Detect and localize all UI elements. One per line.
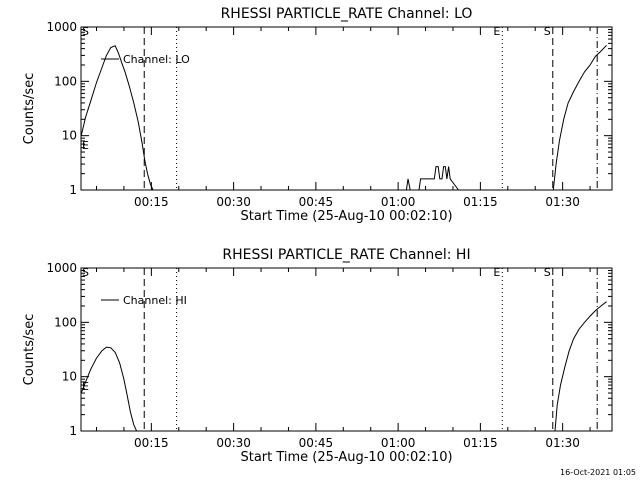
x-tick-label: 01:00: [381, 195, 416, 209]
series-line: [80, 346, 138, 432]
edge-label: S: [82, 266, 89, 279]
y-axis-label: Counts/sec: [22, 73, 37, 145]
vline-label: S: [544, 25, 551, 38]
y-tick-label: 100: [54, 74, 77, 88]
x-axis-label: Start Time (25-Aug-10 00:02:10): [240, 450, 452, 465]
y-tick-label: 100: [54, 315, 77, 329]
vline-label: S: [544, 266, 551, 279]
x-tick-label: 00:45: [299, 436, 334, 450]
x-tick-label: 01:15: [463, 436, 498, 450]
x-tick-label: 00:30: [216, 195, 251, 209]
edge-label: S: [82, 25, 89, 38]
x-axis-label: Start Time (25-Aug-10 00:02:10): [240, 209, 452, 224]
x-tick-label: 00:15: [134, 436, 169, 450]
series-line: [80, 45, 154, 191]
series-line: [405, 178, 411, 191]
x-tick-label: 00:15: [134, 195, 169, 209]
hi-channel-panel: RHESSI PARTICLE_RATE Channel: HI 1 10 100 10…: [22, 247, 613, 465]
y-tick-label: 1000: [46, 20, 77, 34]
legend-label: Channel: HI: [123, 294, 187, 307]
vline-label: E: [493, 266, 500, 279]
edge-label: E: [82, 380, 89, 393]
edge-label: E: [82, 139, 89, 152]
x-tick-label: 01:15: [463, 195, 498, 209]
plot-frame: [80, 267, 613, 432]
lo-channel-panel: RHESSI PARTICLE_RATE Channel: LO 1 10 100 10…: [22, 6, 613, 224]
y-tick-label: 1: [69, 183, 77, 197]
y-tick-label: 1: [69, 424, 77, 438]
x-tick-label: 01:30: [545, 436, 580, 450]
timestamp-label: 16-Oct-2021 01:05: [560, 468, 636, 477]
x-tick-label: 01:00: [381, 436, 416, 450]
series-line: [552, 44, 607, 191]
plot-frame: [80, 26, 613, 191]
x-tick-label: 00:45: [299, 195, 334, 209]
legend-label: Channel: LO: [123, 53, 190, 66]
y-axis-label: Counts/sec: [22, 314, 37, 386]
y-tick-label: 1000: [46, 261, 77, 275]
series-line: [418, 166, 459, 191]
vline-label: E: [493, 25, 500, 38]
x-tick-label: 00:30: [216, 436, 251, 450]
series-line: [554, 301, 607, 432]
chart-title: RHESSI PARTICLE_RATE Channel: HI: [222, 247, 470, 263]
x-tick-label: 01:30: [545, 195, 580, 209]
chart-title: RHESSI PARTICLE_RATE Channel: LO: [221, 6, 473, 22]
y-tick-label: 10: [62, 129, 77, 143]
y-tick-label: 10: [62, 370, 77, 384]
